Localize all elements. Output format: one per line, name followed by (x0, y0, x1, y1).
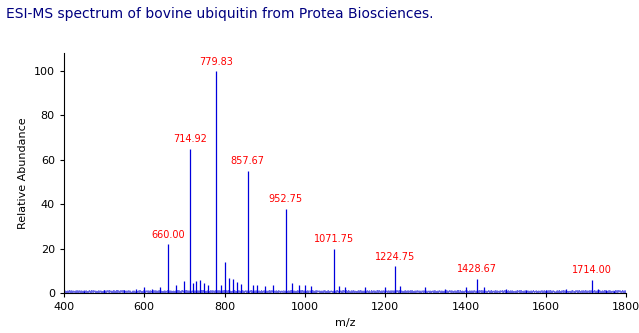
Text: 660.00: 660.00 (151, 230, 185, 240)
Text: 779.83: 779.83 (199, 57, 233, 67)
Text: 952.75: 952.75 (269, 194, 303, 204)
Text: 1714.00: 1714.00 (572, 265, 612, 275)
Text: 1428.67: 1428.67 (457, 264, 497, 274)
X-axis label: m/z: m/z (335, 318, 355, 328)
Text: 1224.75: 1224.75 (375, 252, 415, 262)
Y-axis label: Relative Abundance: Relative Abundance (19, 117, 28, 229)
Text: 714.92: 714.92 (173, 134, 207, 144)
Text: ESI-MS spectrum of bovine ubiquitin from Protea Biosciences.: ESI-MS spectrum of bovine ubiquitin from… (6, 7, 434, 21)
Text: 1071.75: 1071.75 (314, 234, 354, 244)
Text: 857.67: 857.67 (231, 157, 265, 166)
